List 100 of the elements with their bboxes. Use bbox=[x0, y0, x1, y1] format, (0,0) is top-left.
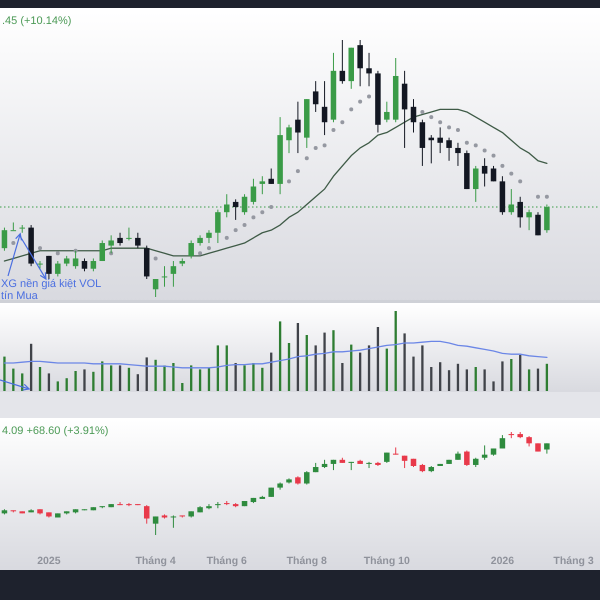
chart-title: 4.09 +68.60 (+3.91%) bbox=[2, 425, 108, 437]
candlestick bbox=[232, 198, 238, 220]
bar bbox=[172, 363, 175, 391]
bar bbox=[386, 348, 388, 391]
candlestick bbox=[517, 196, 523, 228]
bar bbox=[190, 365, 192, 391]
candlestick bbox=[490, 165, 496, 182]
point bbox=[420, 110, 424, 114]
candlestick bbox=[206, 230, 212, 244]
bar bbox=[154, 360, 157, 391]
candlestick bbox=[384, 101, 390, 123]
point bbox=[447, 125, 452, 130]
x-tick-label: Tháng 8 bbox=[286, 555, 328, 567]
point bbox=[206, 246, 211, 250]
bar bbox=[101, 361, 104, 391]
candlestick bbox=[135, 232, 141, 249]
point bbox=[38, 246, 42, 250]
bar bbox=[314, 345, 317, 391]
bar bbox=[216, 345, 220, 391]
candlestick bbox=[152, 278, 158, 298]
candlestick bbox=[402, 455, 408, 469]
bar bbox=[30, 344, 32, 391]
candlestick bbox=[446, 137, 452, 162]
point bbox=[56, 251, 60, 256]
candlestick bbox=[437, 126, 443, 154]
candlestick bbox=[455, 142, 461, 166]
bar bbox=[146, 357, 148, 391]
point bbox=[349, 107, 354, 112]
candlestick bbox=[286, 124, 292, 154]
candlestick bbox=[82, 258, 88, 272]
bar bbox=[56, 381, 59, 391]
point bbox=[536, 194, 540, 199]
bar bbox=[466, 369, 468, 391]
point bbox=[154, 256, 158, 260]
candlestick bbox=[64, 255, 70, 267]
bar bbox=[234, 363, 237, 391]
candlestick bbox=[500, 434, 506, 449]
candlestick bbox=[366, 52, 372, 87]
candlestick bbox=[215, 209, 221, 244]
candlestick bbox=[117, 232, 123, 246]
point bbox=[509, 172, 514, 176]
candlestick bbox=[535, 212, 541, 236]
bar bbox=[270, 352, 272, 391]
candlestick bbox=[144, 504, 150, 524]
candlestick bbox=[197, 234, 203, 246]
bar bbox=[92, 372, 95, 391]
point bbox=[198, 251, 202, 256]
candlestick bbox=[250, 178, 256, 205]
point bbox=[492, 154, 496, 158]
point bbox=[251, 215, 256, 220]
point bbox=[474, 143, 478, 148]
bar bbox=[394, 311, 397, 391]
candlestick bbox=[410, 98, 416, 134]
bar bbox=[296, 323, 300, 391]
bar bbox=[403, 333, 406, 391]
x-tick-label: 2026 bbox=[490, 555, 514, 567]
candlestick bbox=[482, 444, 488, 460]
bar bbox=[226, 345, 228, 391]
bar bbox=[12, 368, 14, 391]
point bbox=[314, 146, 318, 150]
point bbox=[464, 140, 469, 145]
bar bbox=[350, 344, 352, 391]
point bbox=[11, 241, 16, 246]
candlestick bbox=[170, 514, 176, 528]
annotation: XG nền giá kiệt VOL bbox=[1, 278, 102, 290]
point bbox=[518, 179, 522, 184]
point bbox=[438, 120, 442, 124]
bar bbox=[278, 321, 282, 391]
x-tick-label: 2025 bbox=[37, 555, 61, 567]
x-tick-label: Tháng 4 bbox=[135, 555, 176, 567]
bar bbox=[110, 365, 112, 391]
bar bbox=[430, 367, 432, 391]
candlestick bbox=[482, 158, 488, 187]
x-tick-label: Tháng 10 bbox=[364, 555, 410, 567]
candlestick bbox=[295, 101, 301, 154]
bar bbox=[510, 359, 512, 391]
x-tick-label: Tháng 6 bbox=[206, 555, 248, 567]
candlestick bbox=[72, 250, 78, 270]
bar bbox=[358, 352, 362, 391]
candlestick bbox=[126, 227, 132, 241]
bar bbox=[66, 378, 68, 391]
point bbox=[296, 169, 300, 174]
point bbox=[358, 100, 362, 104]
candlestick bbox=[322, 80, 328, 136]
candlestick bbox=[472, 457, 478, 468]
point bbox=[260, 210, 264, 214]
candlestick bbox=[46, 255, 52, 280]
candlestick bbox=[268, 168, 274, 184]
point bbox=[224, 236, 229, 240]
candlestick bbox=[340, 40, 346, 84]
bar bbox=[341, 363, 344, 391]
bar bbox=[483, 369, 486, 391]
point bbox=[456, 128, 460, 132]
candlestick bbox=[90, 258, 96, 272]
candlestick bbox=[472, 165, 478, 202]
bar bbox=[136, 374, 139, 391]
candlestick bbox=[170, 260, 176, 288]
point bbox=[544, 194, 549, 199]
candlestick bbox=[428, 134, 434, 164]
candlestick bbox=[10, 222, 16, 232]
